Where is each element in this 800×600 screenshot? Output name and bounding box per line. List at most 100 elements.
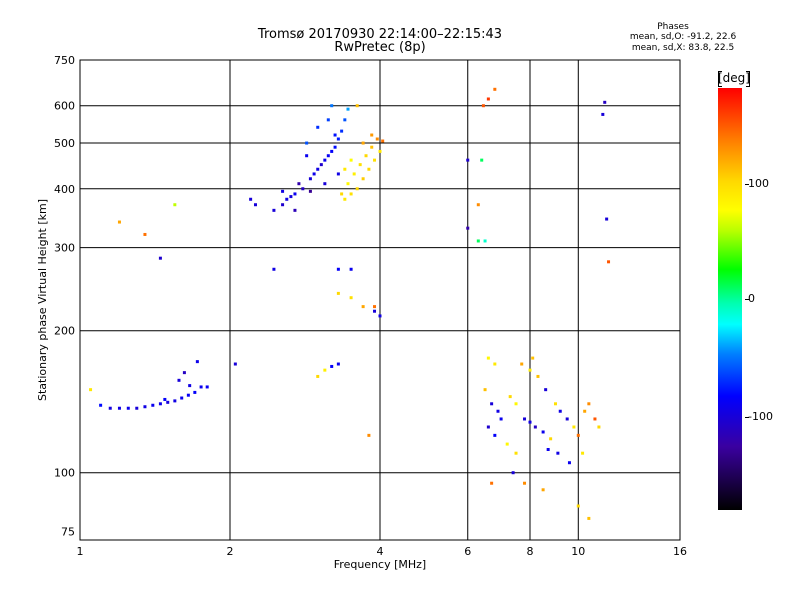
echo-point xyxy=(336,362,340,366)
echo-point xyxy=(333,145,337,149)
echo-point xyxy=(117,406,121,410)
echo-point xyxy=(343,167,347,171)
echo-point xyxy=(496,409,500,413)
echo-point xyxy=(336,172,340,176)
echo-point xyxy=(528,420,532,424)
echo-point xyxy=(367,433,371,437)
echo-point xyxy=(375,137,379,141)
echo-point xyxy=(340,129,344,133)
echo-point xyxy=(205,385,209,389)
echo-point xyxy=(173,399,177,403)
echo-point xyxy=(301,187,305,191)
colorbar-tick: 100 xyxy=(745,177,769,190)
echo-point xyxy=(565,417,569,421)
echo-point xyxy=(158,256,162,260)
echo-point xyxy=(358,163,362,167)
echo-point xyxy=(323,158,327,162)
echo-point xyxy=(514,402,518,406)
echo-point xyxy=(370,133,374,137)
echo-point xyxy=(544,388,548,392)
echo-point xyxy=(520,362,524,366)
echo-point xyxy=(493,87,497,91)
echo-point xyxy=(272,267,276,271)
echo-point xyxy=(349,192,353,196)
echo-point xyxy=(607,260,611,264)
echo-point xyxy=(373,158,377,162)
echo-point xyxy=(305,154,309,158)
x-tick-label: 6 xyxy=(464,545,471,558)
echo-point xyxy=(593,417,597,421)
axis-ticks: 1 2 4 6 8 10 16 75 100 200 300 400 500 600 750 xyxy=(54,54,687,558)
x-tick-label: 2 xyxy=(227,545,234,558)
echo-point xyxy=(355,104,359,108)
colorbar-tick: 0 xyxy=(745,292,755,305)
echo-point xyxy=(493,362,497,366)
echo-point xyxy=(143,405,147,409)
echo-point xyxy=(576,504,580,508)
echo-point xyxy=(180,396,184,400)
echo-point xyxy=(490,481,494,485)
echo-point xyxy=(483,239,487,243)
echo-point xyxy=(330,364,334,368)
echo-point xyxy=(483,388,487,392)
echo-point xyxy=(285,197,289,201)
echo-point xyxy=(523,417,527,421)
echo-point xyxy=(601,112,605,116)
echo-point xyxy=(297,182,301,186)
echo-point xyxy=(349,158,353,162)
echo-point xyxy=(126,406,130,410)
echo-point xyxy=(316,125,320,129)
echo-point xyxy=(533,425,537,429)
y-axis-label: Stationary phase Virtual Height [km] xyxy=(36,199,49,401)
echo-point xyxy=(330,104,334,108)
echo-point xyxy=(361,305,365,309)
echo-point xyxy=(323,182,327,186)
echo-point xyxy=(182,371,186,375)
echo-point xyxy=(576,433,580,437)
echo-point xyxy=(549,437,553,441)
echo-point xyxy=(486,425,490,429)
echo-point xyxy=(481,104,485,108)
echo-point xyxy=(536,374,540,378)
chart-title: Tromsø 20170930 22:14:00–22:15:43 xyxy=(257,27,503,42)
echo-point xyxy=(370,145,374,149)
x-tick-label: 16 xyxy=(673,545,687,558)
echo-point xyxy=(293,192,297,196)
echo-point xyxy=(528,368,532,372)
echo-point xyxy=(336,267,340,271)
echo-point xyxy=(541,430,545,434)
echo-point xyxy=(316,374,320,378)
echo-point xyxy=(99,403,103,407)
y-tick-label: 500 xyxy=(54,137,75,150)
echo-point xyxy=(177,378,181,382)
phase-colorbar xyxy=(718,88,742,510)
echo-point xyxy=(581,451,585,455)
echo-point xyxy=(587,516,591,520)
echo-point xyxy=(508,395,512,399)
echo-point xyxy=(186,393,190,397)
echo-point xyxy=(199,385,203,389)
echo-point xyxy=(233,362,237,366)
echo-point xyxy=(135,406,139,410)
echo-point xyxy=(108,406,112,410)
echo-point xyxy=(173,203,177,207)
echo-point xyxy=(319,163,323,167)
echo-point xyxy=(381,139,385,143)
echo-point xyxy=(343,197,347,201)
echo-point xyxy=(511,471,515,475)
echo-point xyxy=(523,481,527,485)
echo-point xyxy=(583,409,587,413)
echo-point xyxy=(323,368,327,372)
echo-point xyxy=(486,97,490,101)
echo-point xyxy=(476,203,480,207)
echo-point xyxy=(333,133,337,137)
x-tick-label: 4 xyxy=(377,545,384,558)
echo-point xyxy=(326,118,330,122)
echo-point xyxy=(514,451,518,455)
echo-point xyxy=(567,461,571,465)
echo-point xyxy=(367,167,371,171)
o-mode-stats: mean, sd,O: -91.2, 22.6 xyxy=(629,32,737,42)
echo-point xyxy=(352,172,356,176)
echo-point xyxy=(553,402,557,406)
echo-point xyxy=(158,402,162,406)
